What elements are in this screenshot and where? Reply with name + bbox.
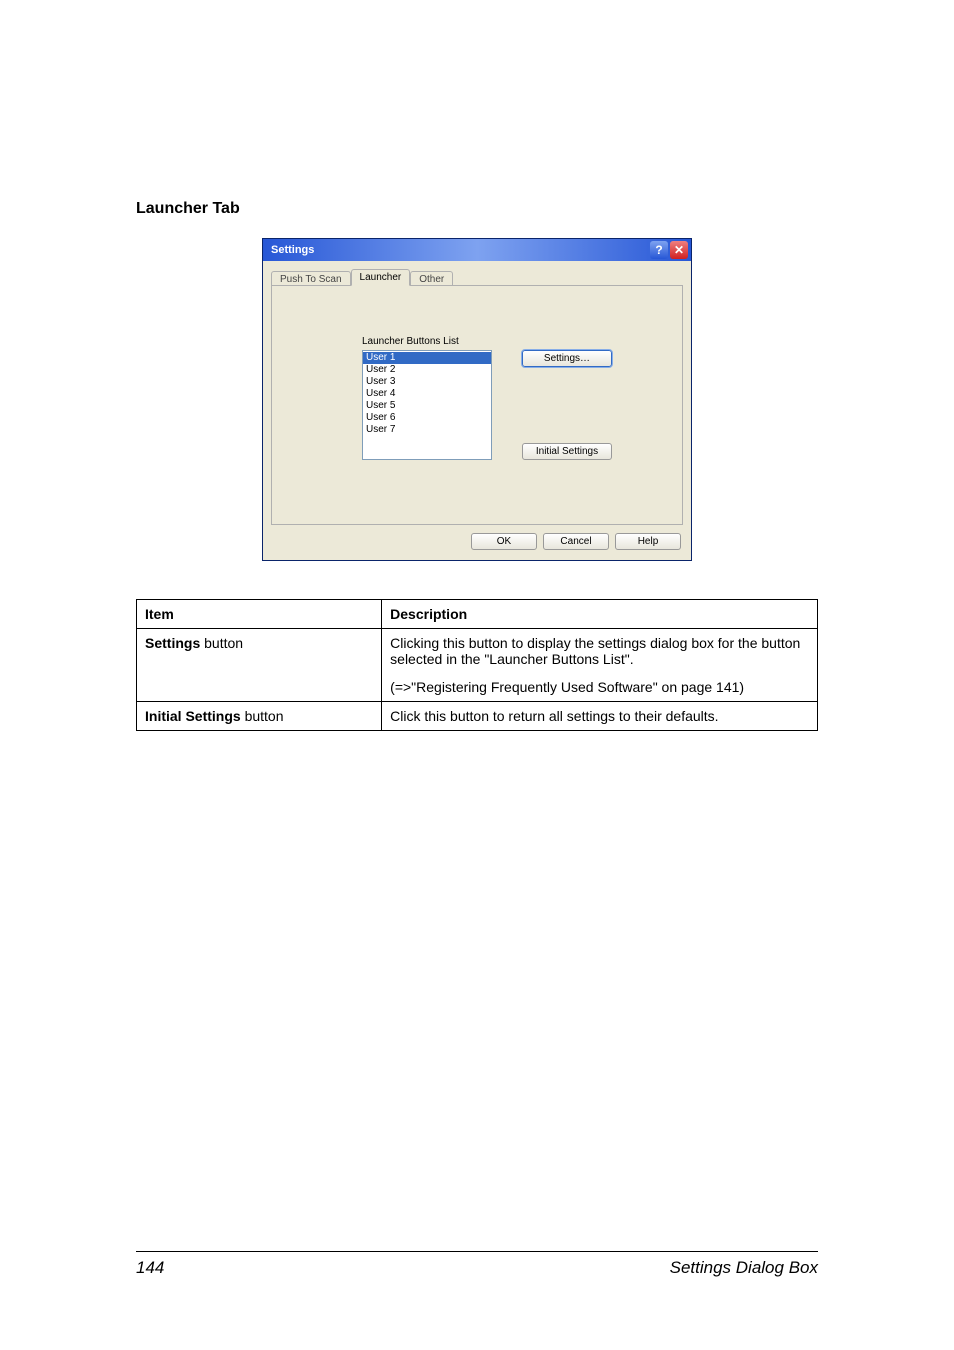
list-item[interactable]: User 2 [363, 364, 491, 376]
initial-settings-button[interactable]: Initial Settings [522, 443, 612, 460]
settings-button[interactable]: Settings… [522, 350, 612, 367]
table-row-item-empty [137, 673, 382, 702]
cancel-button[interactable]: Cancel [543, 533, 609, 550]
tab-launcher[interactable]: Launcher [351, 269, 411, 286]
ok-button[interactable]: OK [471, 533, 537, 550]
description-table: Item Description Settings button Clickin… [136, 599, 818, 731]
list-label: Launcher Buttons List [362, 336, 662, 347]
list-item[interactable]: User 6 [363, 412, 491, 424]
table-row-item: Settings button [137, 629, 382, 674]
launcher-buttons-list[interactable]: User 1 User 2 User 3 User 4 User 5 User … [362, 350, 492, 460]
table-row-description: (=>"Registering Frequently Used Software… [382, 673, 818, 702]
table-row-description: Click this button to return all settings… [382, 702, 818, 731]
close-icon[interactable]: ✕ [670, 241, 688, 259]
tab-panel: Launcher Buttons List User 1 User 2 User… [271, 285, 683, 525]
list-item[interactable]: User 4 [363, 388, 491, 400]
help-button[interactable]: Help [615, 533, 681, 550]
table-row-item: Initial Settings button [137, 702, 382, 731]
page-number: 144 [136, 1258, 164, 1278]
item-bold: Initial Settings [145, 708, 241, 724]
list-item[interactable]: User 1 [363, 352, 491, 364]
section-name: Settings Dialog Box [670, 1258, 818, 1278]
tab-strip: Push To Scan Launcher Other [271, 269, 683, 286]
help-icon[interactable]: ? [650, 241, 668, 259]
table-row-description: Clicking this button to display the sett… [382, 629, 818, 674]
settings-dialog: Settings ? ✕ Push To Scan Launcher Other… [262, 238, 692, 561]
dialog-title: Settings [271, 244, 314, 256]
list-item[interactable]: User 7 [363, 424, 491, 436]
section-heading: Launcher Tab [136, 200, 818, 218]
item-suffix: button [200, 635, 243, 651]
item-suffix: button [241, 708, 284, 724]
dialog-titlebar: Settings ? ✕ [263, 239, 691, 261]
page-footer: 144 Settings Dialog Box [136, 1251, 818, 1278]
list-item[interactable]: User 5 [363, 400, 491, 412]
list-item[interactable]: User 3 [363, 376, 491, 388]
table-header-description: Description [382, 600, 818, 629]
item-bold: Settings [145, 635, 200, 651]
table-header-item: Item [137, 600, 382, 629]
